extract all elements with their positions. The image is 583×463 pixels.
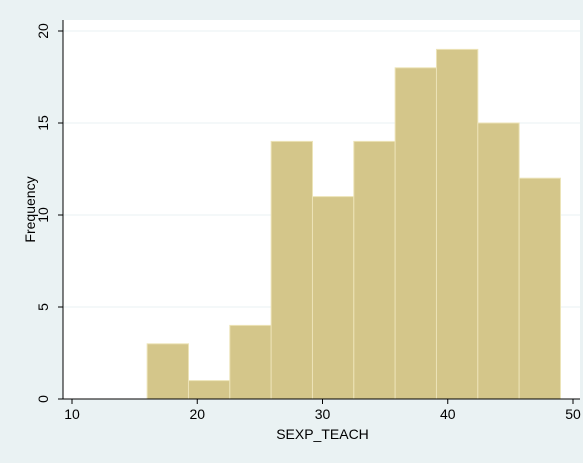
- x-tick-label: 50: [565, 406, 581, 422]
- histogram-bar: [435, 48, 479, 400]
- histogram-bar: [353, 140, 396, 400]
- y-tick-label: 20: [35, 23, 51, 39]
- x-tick-label: 30: [315, 406, 331, 422]
- x-axis-label: SEXP_TEACH: [276, 426, 369, 442]
- histogram-bar: [311, 196, 355, 400]
- ticks: 10 20 30 40 50 0 5 10 15 20: [35, 23, 581, 422]
- histogram-bar: [270, 140, 313, 400]
- y-tick-label: 0: [35, 395, 51, 403]
- y-tick-label: 15: [35, 115, 51, 131]
- histogram-bar: [477, 122, 520, 400]
- x-tick-label: 10: [64, 406, 80, 422]
- axes: [62, 20, 580, 400]
- y-axis-label: Frequency: [22, 176, 38, 242]
- x-tick-label: 40: [440, 406, 456, 422]
- x-tick-label: 20: [189, 406, 205, 422]
- histogram-bar: [394, 67, 437, 400]
- histogram-bar: [518, 177, 561, 400]
- histogram-bar: [229, 324, 272, 400]
- y-tick-label: 10: [35, 207, 51, 223]
- y-tick-label: 5: [35, 303, 51, 311]
- histogram-bar: [146, 343, 189, 400]
- histogram-bar: [187, 380, 231, 400]
